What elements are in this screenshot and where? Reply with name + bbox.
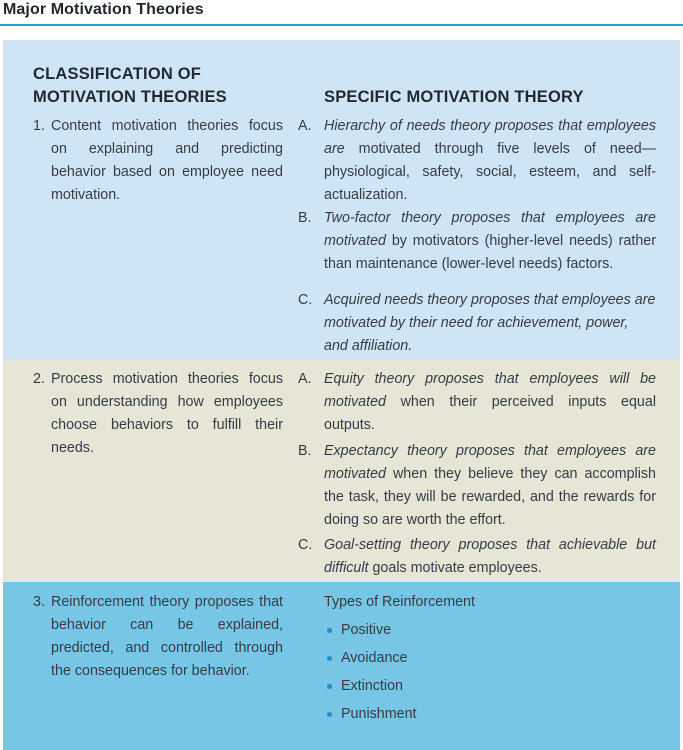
row-2-item-b-rest: when they believe they can accomplish th… [324, 466, 656, 528]
list-item: Extinction [324, 675, 624, 698]
specific-theory-header: SPECIFIC MOTIVATION THEORY [324, 88, 584, 106]
row-2-item-a-letter: A. [298, 371, 312, 387]
bullet-icon [327, 684, 332, 689]
row-2-classification: Process motivation theories focus on und… [51, 371, 283, 456]
row-2-item-c: Goal-setting theory proposes that achiev… [324, 534, 656, 580]
row-2-item-c-italic: Goal-setting theory proposes that achiev… [324, 537, 656, 576]
row-2-item-a: Equity theory proposes that employees wi… [324, 368, 656, 437]
bullet-icon [327, 656, 332, 661]
row-1-item-b-rest: by motivators (higher-level needs) rathe… [324, 233, 656, 272]
row-2-item-c-letter: C. [298, 537, 313, 553]
row-3-classification: Reinforcement theory proposes that behav… [51, 594, 283, 679]
classification-header-line-2: MOTIVATION THEORIES [33, 88, 227, 106]
row-2-item-a-rest: when their perceived inputs equal output… [324, 394, 656, 433]
row-2-background [3, 360, 680, 582]
row-2-item-b-italic: Expectancy theory proposes that employee… [324, 443, 656, 482]
row-1-item-a: Hierarchy of needs theory proposes that … [324, 115, 656, 207]
title-bar: Major Motivation Theories [0, 0, 683, 26]
bullet-icon [327, 712, 332, 717]
row-2-item-c-rest: goals motivate employees. [368, 560, 542, 576]
row-2-number: 2. [33, 371, 45, 387]
row-3-number: 3. [33, 594, 45, 610]
row-1-classification: Content motivation theories focus on exp… [51, 118, 283, 203]
list-item-label: Extinction [341, 678, 403, 694]
bullet-icon [327, 628, 332, 633]
row-1-item-c: Acquired needs theory proposes that empl… [324, 289, 656, 358]
list-item-label: Avoidance [341, 650, 408, 666]
row-1-background [3, 40, 680, 360]
row-3-background [3, 582, 680, 750]
classification-header: CLASSIFICATION OF MOTIVATION THEORIES [33, 63, 293, 109]
list-item-label: Positive [341, 622, 392, 638]
classification-header-line-1: CLASSIFICATION OF [33, 65, 202, 83]
page-title: Major Motivation Theories [3, 1, 204, 18]
row-2-item-a-italic: Equity theory proposes that employees wi… [324, 371, 656, 410]
list-item: Punishment [324, 703, 624, 726]
row-2-item-b: Expectancy theory proposes that employee… [324, 440, 656, 532]
row-2-item-b-letter: B. [298, 443, 312, 459]
list-item-label: Punishment [341, 706, 417, 722]
row-1-item-a-letter: A. [298, 118, 312, 134]
list-item: Positive [324, 619, 624, 642]
row-1-item-b-letter: B. [298, 210, 312, 226]
row-1-item-a-rest: motivated through five levels of need—ph… [324, 141, 656, 203]
row-1-item-c-italic: Acquired needs theory proposes that empl… [324, 292, 656, 354]
reinforcement-types-heading: Types of Reinforcement [324, 594, 475, 610]
row-1-number: 1. [33, 118, 45, 134]
row-1-item-b: Two-factor theory proposes that employee… [324, 207, 656, 276]
row-1-item-a-italic: Hierarchy of needs theory proposes that … [324, 118, 656, 157]
list-item: Avoidance [324, 647, 624, 670]
row-1-item-b-italic: Two-factor theory proposes that employee… [324, 210, 656, 249]
row-1-item-c-letter: C. [298, 292, 313, 308]
